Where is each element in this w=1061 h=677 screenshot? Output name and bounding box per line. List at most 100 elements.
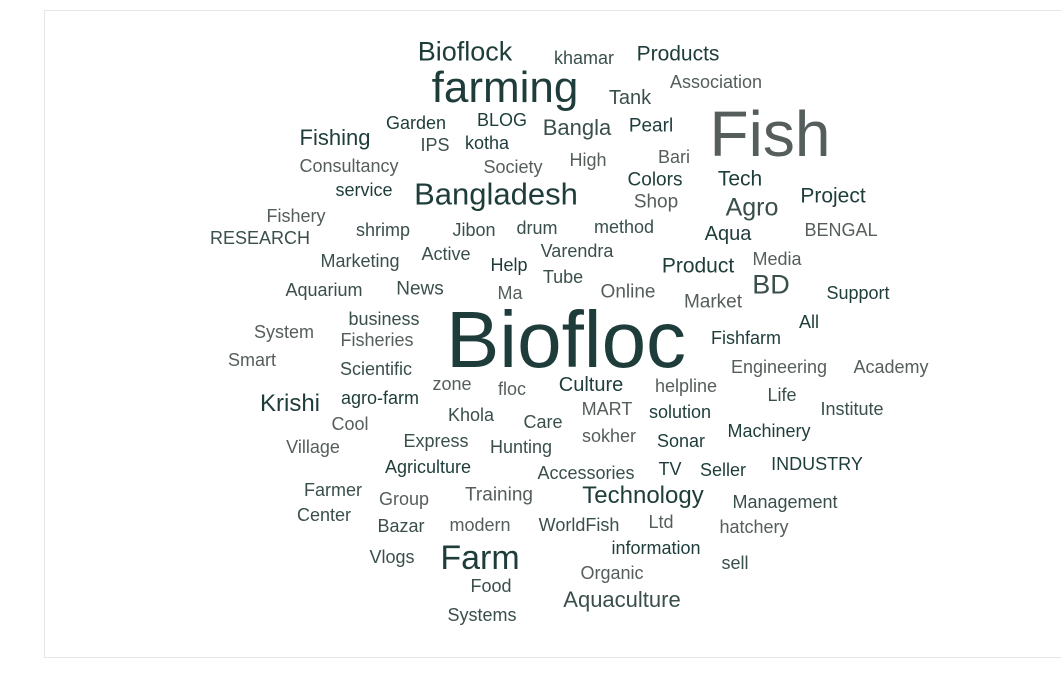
word-research: RESEARCH bbox=[209, 228, 311, 248]
word-sokher: sokher bbox=[581, 426, 637, 446]
word-helpline: helpline bbox=[654, 376, 718, 396]
word-online: Online bbox=[600, 281, 656, 303]
word-cool: Cool bbox=[331, 414, 369, 434]
word-method: method bbox=[593, 217, 655, 237]
word-village: Village bbox=[286, 437, 340, 457]
word-all: All bbox=[798, 312, 820, 332]
word-colors: Colors bbox=[627, 169, 683, 191]
word-smart: Smart bbox=[227, 350, 277, 370]
word-business: business bbox=[348, 309, 420, 329]
word-care: Care bbox=[523, 412, 563, 432]
word-systems: Systems bbox=[447, 605, 517, 625]
word-fish: Fish bbox=[709, 98, 831, 170]
word-marketing: Marketing bbox=[320, 251, 400, 271]
word-shop: Shop bbox=[633, 191, 679, 213]
word-worldfish: WorldFish bbox=[538, 515, 620, 535]
word-bazar: Bazar bbox=[377, 516, 425, 536]
word-bangla: Bangla bbox=[542, 115, 612, 140]
word-tv: TV bbox=[658, 459, 682, 479]
word-help: Help bbox=[490, 255, 528, 275]
word-aquarium: Aquarium bbox=[285, 280, 363, 300]
word-zone: zone bbox=[432, 374, 472, 394]
word-scientific: Scientific bbox=[339, 359, 413, 379]
word-vlogs: Vlogs bbox=[369, 547, 415, 567]
word-farm: Farm bbox=[440, 539, 520, 577]
word-accessories: Accessories bbox=[537, 463, 635, 483]
word-culture: Culture bbox=[558, 374, 624, 396]
word-mart: MART bbox=[581, 399, 633, 419]
word-institute: Institute bbox=[820, 399, 884, 419]
word-organic: Organic bbox=[580, 563, 644, 583]
word-hunting: Hunting bbox=[489, 437, 553, 457]
word-agro-farm: agro-farm bbox=[340, 388, 420, 408]
word-association: Association bbox=[669, 72, 763, 92]
word-society: Society bbox=[483, 157, 543, 177]
word-bd: BD bbox=[752, 269, 790, 300]
word-blog: BLOG bbox=[476, 110, 528, 130]
word-pearl: Pearl bbox=[628, 115, 674, 137]
word-management: Management bbox=[732, 492, 838, 512]
word-support: Support bbox=[826, 283, 890, 303]
word-food: Food bbox=[470, 576, 512, 596]
word-consultancy: Consultancy bbox=[299, 156, 399, 176]
word-products: Products bbox=[636, 42, 720, 66]
word-ltd: Ltd bbox=[648, 512, 674, 532]
chart-panel bbox=[44, 10, 1061, 658]
word-sonar: Sonar bbox=[656, 431, 706, 451]
word-khola: Khola bbox=[447, 405, 495, 425]
word-shrimp: shrimp bbox=[355, 220, 411, 240]
word-varendra: Varendra bbox=[540, 241, 614, 261]
word-floc: floc bbox=[497, 379, 527, 399]
word-fisheries: Fisheries bbox=[340, 330, 414, 350]
word-drum: drum bbox=[516, 218, 558, 238]
word-kotha: kotha bbox=[464, 133, 510, 153]
word-ips: IPS bbox=[420, 135, 450, 155]
word-hatchery: hatchery bbox=[719, 517, 789, 537]
word-jibon: Jibon bbox=[452, 220, 496, 240]
word-life: Life bbox=[767, 385, 797, 405]
word-technology: Technology bbox=[582, 482, 704, 509]
word-bioflock: Bioflock bbox=[417, 36, 513, 67]
word-project: Project bbox=[800, 184, 866, 208]
word-service: service bbox=[335, 180, 393, 200]
word-training: Training bbox=[465, 484, 533, 506]
word-industry: INDUSTRY bbox=[771, 454, 863, 474]
word-engineering: Engineering bbox=[730, 357, 828, 377]
word-solution: solution bbox=[648, 402, 712, 422]
word-bari: Bari bbox=[657, 147, 691, 167]
word-fishfarm: Fishfarm bbox=[710, 328, 782, 348]
word-aqua: Aqua bbox=[704, 223, 752, 245]
word-center: Center bbox=[296, 505, 352, 525]
word-modern: modern bbox=[449, 515, 511, 535]
word-bangladesh: Bangladesh bbox=[414, 176, 578, 212]
word-media: Media bbox=[752, 249, 802, 269]
word-express: Express bbox=[403, 431, 469, 451]
word-krishi: Krishi bbox=[259, 390, 321, 417]
word-news: News bbox=[396, 278, 444, 300]
word-seller: Seller bbox=[699, 460, 747, 480]
word-garden: Garden bbox=[385, 113, 447, 133]
word-tank: Tank bbox=[608, 87, 652, 109]
word-product: Product bbox=[661, 254, 735, 278]
word-active: Active bbox=[421, 244, 471, 264]
word-ma: Ma bbox=[497, 283, 523, 303]
word-bengal: BENGAL bbox=[804, 220, 878, 240]
word-biofloc: Biofloc bbox=[445, 295, 687, 384]
word-agriculture: Agriculture bbox=[384, 457, 472, 477]
word-market: Market bbox=[683, 291, 743, 313]
word-high: High bbox=[569, 150, 607, 170]
word-aquaculture: Aquaculture bbox=[563, 587, 681, 612]
word-agro: Agro bbox=[725, 193, 779, 222]
word-academy: Academy bbox=[853, 357, 929, 377]
word-system: System bbox=[253, 322, 315, 342]
word-khamar: khamar bbox=[553, 48, 615, 68]
word-machinery: Machinery bbox=[727, 421, 811, 441]
word-group: Group bbox=[378, 489, 430, 509]
word-fishery: Fishery bbox=[266, 206, 326, 226]
word-farming: farming bbox=[431, 63, 579, 112]
word-sell: sell bbox=[721, 553, 749, 573]
word-farmer: Farmer bbox=[304, 480, 362, 500]
word-information: information bbox=[611, 538, 701, 558]
word-fishing: Fishing bbox=[299, 125, 371, 150]
